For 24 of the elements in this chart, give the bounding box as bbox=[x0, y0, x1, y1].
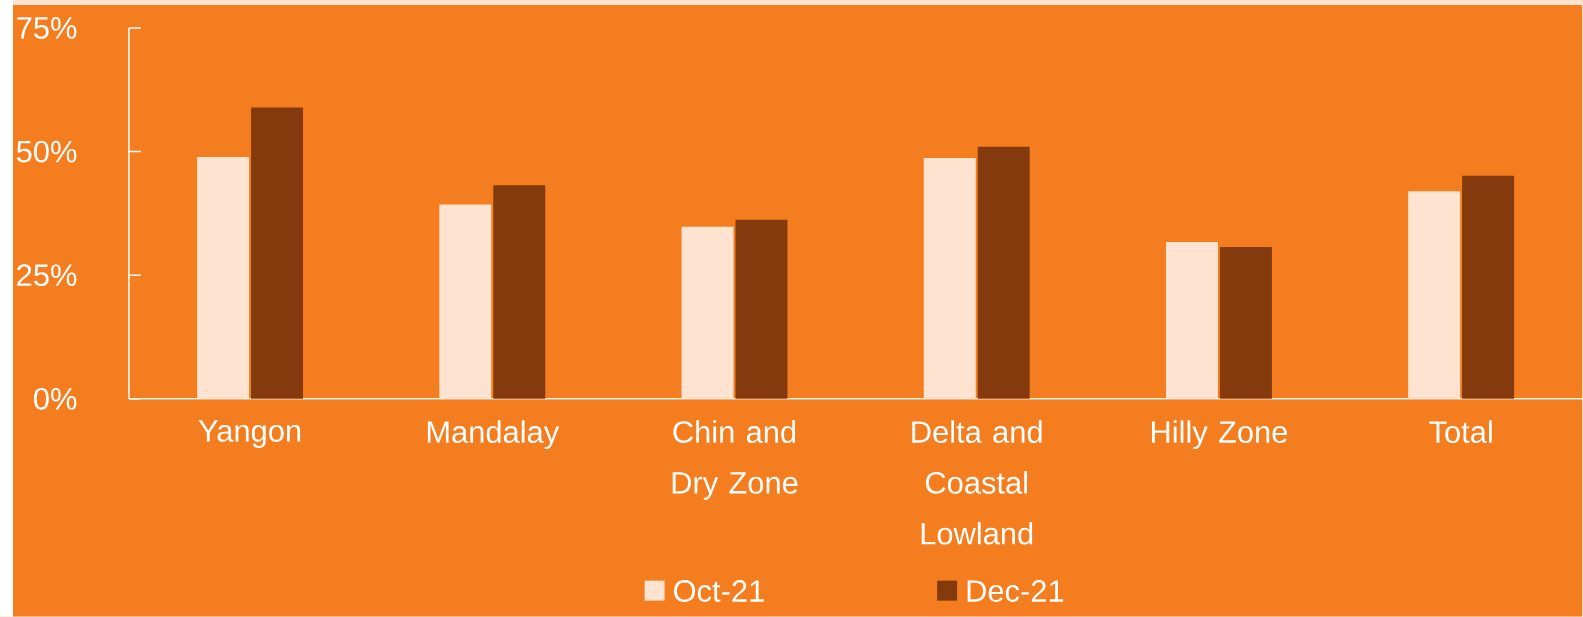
bar bbox=[923, 158, 976, 399]
legend-label: Oct-21 bbox=[674, 580, 764, 603]
y-tick-label: 25% bbox=[17, 264, 77, 287]
x-tick-label: Hilly Zone bbox=[1151, 420, 1288, 450]
bar bbox=[1165, 242, 1218, 399]
bar bbox=[1219, 247, 1272, 399]
y-tick-label: 50% bbox=[16, 140, 77, 163]
x-tick-label: Yangon bbox=[198, 420, 301, 449]
bar bbox=[439, 204, 492, 399]
x-tick-label: Delta and Coastal Lowland bbox=[912, 420, 1042, 545]
bar bbox=[977, 146, 1030, 399]
bar bbox=[197, 157, 250, 399]
bar bbox=[1462, 175, 1515, 399]
y-tick-label: 0% bbox=[34, 388, 77, 410]
x-tick-label: Chin and Dry Zone bbox=[672, 420, 798, 501]
legend-label: Dec-21 bbox=[967, 580, 1064, 603]
x-tick-label: Total bbox=[1429, 420, 1492, 444]
bar bbox=[493, 185, 546, 399]
y-tick-label: 75% bbox=[17, 17, 77, 39]
bar bbox=[251, 107, 304, 399]
bar bbox=[681, 226, 734, 399]
bar bbox=[1408, 191, 1461, 399]
x-tick-label: Mandalay bbox=[427, 420, 560, 450]
bar bbox=[735, 219, 788, 399]
